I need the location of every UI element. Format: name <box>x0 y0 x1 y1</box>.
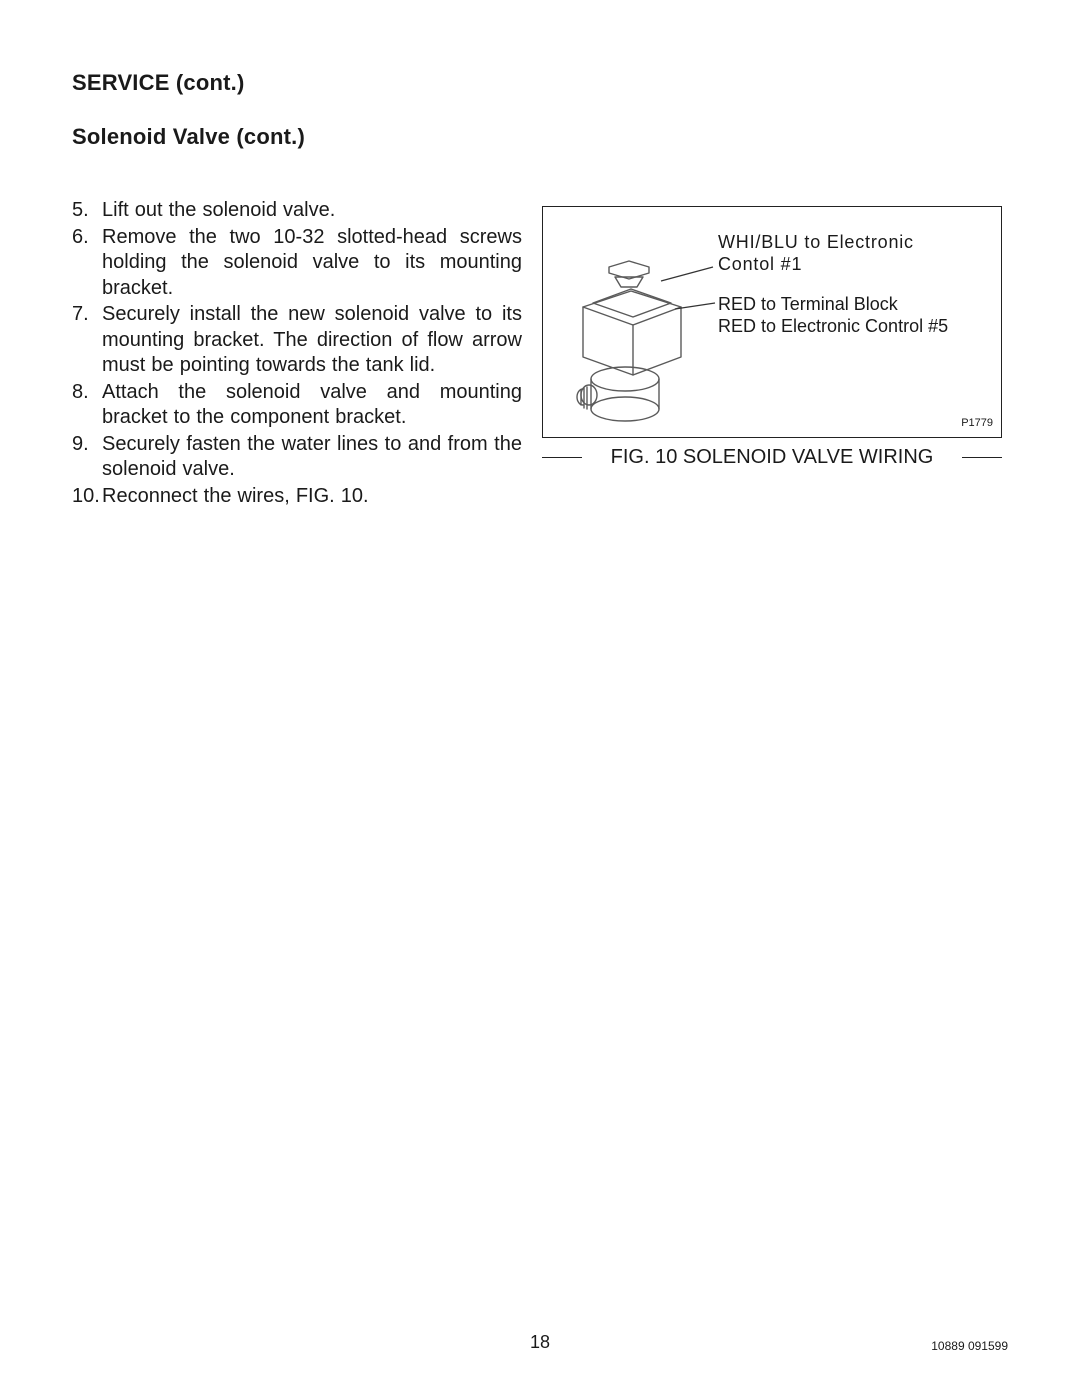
page-number: 18 <box>0 1332 1080 1353</box>
two-column-layout: 5. Lift out the solenoid valve. 6. Remov… <box>72 198 1008 510</box>
caption-rule-right <box>962 457 1002 458</box>
heading-solenoid: Solenoid Valve (cont.) <box>72 124 1008 150</box>
list-item: 10. Reconnect the wires, FIG. 10. <box>72 484 522 510</box>
figure-wrapper: WHI/BLU to Electronic Contol #1 RED to T… <box>542 206 1002 469</box>
solenoid-valve-icon <box>553 259 733 434</box>
callout-red: RED to Terminal Block RED to Electronic … <box>718 293 948 337</box>
list-item: 9. Securely fasten the water lines to an… <box>72 432 522 483</box>
figure-caption: FIG. 10 SOLENOID VALVE WIRING <box>582 446 962 469</box>
steps-list: 5. Lift out the solenoid valve. 6. Remov… <box>72 198 522 509</box>
figure-column: WHI/BLU to Electronic Contol #1 RED to T… <box>542 198 1008 469</box>
step-text: Remove the two 10-32 slotted-head screws… <box>102 225 522 302</box>
step-number: 6. <box>72 225 102 302</box>
heading-service: SERVICE (cont.) <box>72 70 1008 96</box>
figure-part-number: P1779 <box>961 417 993 429</box>
callout-text: RED to Electronic Control #5 <box>718 316 948 336</box>
step-number: 8. <box>72 380 102 431</box>
step-text: Attach the solenoid valve and mounting b… <box>102 380 522 431</box>
document-id: 10889 091599 <box>931 1339 1008 1353</box>
step-number: 9. <box>72 432 102 483</box>
page: SERVICE (cont.) Solenoid Valve (cont.) 5… <box>72 70 1008 510</box>
step-number: 7. <box>72 302 102 379</box>
callout-text: RED to Terminal Block <box>718 294 898 314</box>
caption-rule-left <box>542 457 582 458</box>
instructions-column: 5. Lift out the solenoid valve. 6. Remov… <box>72 198 522 510</box>
list-item: 5. Lift out the solenoid valve. <box>72 198 522 224</box>
step-text: Lift out the solenoid valve. <box>102 198 522 224</box>
list-item: 7. Securely install the new solenoid val… <box>72 302 522 379</box>
step-number: 10. <box>72 484 102 510</box>
step-text: Reconnect the wires, FIG. 10. <box>102 484 522 510</box>
callout-whiblu: WHI/BLU to Electronic Contol #1 <box>718 231 914 275</box>
callout-text: WHI/BLU to Electronic <box>718 232 914 252</box>
step-text: Securely install the new solenoid valve … <box>102 302 522 379</box>
list-item: 6. Remove the two 10-32 slotted-head scr… <box>72 225 522 302</box>
step-text: Securely fasten the water lines to and f… <box>102 432 522 483</box>
figure-caption-row: FIG. 10 SOLENOID VALVE WIRING <box>542 446 1002 469</box>
figure-box: WHI/BLU to Electronic Contol #1 RED to T… <box>542 206 1002 438</box>
step-number: 5. <box>72 198 102 224</box>
list-item: 8. Attach the solenoid valve and mountin… <box>72 380 522 431</box>
